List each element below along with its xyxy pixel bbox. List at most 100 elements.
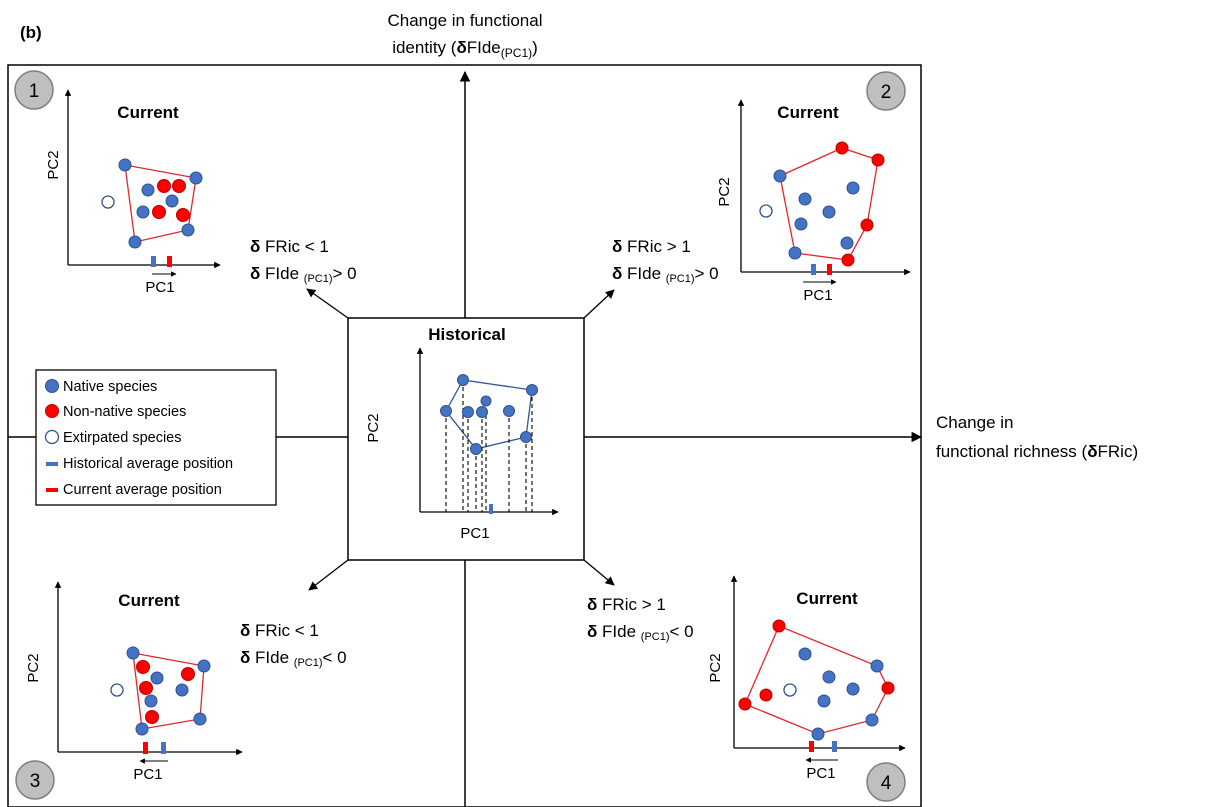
non-native-point	[860, 218, 874, 232]
quadrant-2-ylabel: PC2	[716, 177, 733, 206]
quadrant-3-ylabel: PC2	[25, 653, 42, 682]
quadrant-3-number: 3	[30, 771, 41, 792]
historical-average-marker	[161, 742, 166, 754]
native-point	[822, 205, 836, 219]
quadrant-3-title: Current	[118, 591, 180, 610]
quadrant-1-fric-text: FRic < 1	[260, 237, 329, 256]
native-point	[175, 683, 189, 697]
native-point	[840, 236, 854, 250]
quadrant-1-fide-rel: > 0	[333, 264, 357, 283]
quadrant-2-fide-rel: > 0	[695, 264, 719, 283]
quadrant-2-badge	[866, 71, 906, 111]
native-point	[865, 713, 879, 727]
legend-native-label: Native species	[63, 379, 157, 395]
quadrant-1-fric-delta: δ	[250, 237, 260, 256]
native-point	[798, 647, 812, 661]
quadrant-3-fide: δ FIde (PC1)< 0	[240, 648, 347, 669]
legend-extirpated-symbol	[44, 429, 60, 445]
native-point	[798, 192, 812, 206]
quadrant-3-fric-delta: δ	[240, 621, 250, 640]
legend-extirpated-label: Extirpated species	[63, 430, 181, 446]
native-point	[476, 406, 488, 418]
quadrant-4-number: 4	[881, 773, 892, 794]
y-axis-title-prefix: identity (	[392, 38, 457, 57]
quadrant-4-panel: 4 Current PC2 PC1 δ FRic > 1 δ FIde (PC1…	[587, 575, 906, 802]
legend-non-native-symbol	[45, 404, 59, 418]
native-point	[846, 181, 860, 195]
panel-label: (b)	[20, 23, 42, 42]
quadrant-1-badge	[14, 70, 54, 110]
historical-title: Historical	[428, 325, 505, 344]
current-average-marker	[167, 256, 172, 267]
y-axis-title-main: FIde	[467, 38, 501, 57]
quadrant-2-fide-text: FIde	[622, 264, 665, 283]
native-point	[197, 659, 211, 673]
quadrant-1-xlabel: PC1	[145, 279, 174, 296]
native-point	[794, 217, 808, 231]
quadrant-4-title: Current	[796, 589, 858, 608]
native-point	[440, 405, 452, 417]
x-axis-title-line2: functional richness (δFRic)	[936, 442, 1138, 461]
quadrant-2-number: 2	[881, 82, 892, 103]
y-axis-title-delta: δ	[456, 38, 466, 57]
native-point	[822, 670, 836, 684]
non-native-point	[145, 710, 159, 724]
quadrant-1-fide-text: FIde	[260, 264, 303, 283]
non-native-point	[152, 205, 166, 219]
quadrant-3-fide-delta: δ	[240, 648, 250, 667]
extirpated-point	[783, 683, 797, 697]
quadrant-1-fide-delta: δ	[250, 264, 260, 283]
native-point	[526, 384, 538, 396]
x-axis-title-suffix: )	[1132, 442, 1138, 461]
quadrant-2-fide-delta: δ	[612, 264, 622, 283]
quadrant-1-title: Current	[117, 103, 179, 122]
extirpated-point	[101, 195, 115, 209]
y-axis-title-line1: Change in functional	[387, 11, 542, 30]
y-axis-title-line2: identity (δFIde(PC1))	[392, 38, 538, 60]
native-point	[128, 235, 142, 249]
native-point	[520, 431, 532, 443]
native-point	[470, 443, 482, 455]
non-native-point	[871, 153, 885, 167]
historical-points	[440, 374, 538, 455]
y-axis-title-sub: (PC1)	[501, 46, 532, 60]
quadrant-3-badge	[15, 760, 55, 800]
historical-average-marker	[811, 264, 816, 275]
arrow-to-quadrant-1	[306, 288, 349, 319]
non-native-point	[157, 179, 171, 193]
historical-box	[347, 317, 585, 561]
quadrant-4-fide-delta: δ	[587, 622, 597, 641]
quadrant-3-fric-text: FRic < 1	[250, 621, 319, 640]
native-point	[480, 395, 492, 407]
native-point	[118, 158, 132, 172]
native-point	[135, 722, 149, 736]
legend-non-native-label: Non-native species	[63, 404, 186, 420]
native-point	[811, 727, 825, 741]
quadrant-2-fric-text: FRic > 1	[622, 237, 691, 256]
quadrant-4-fide-rel: < 0	[670, 622, 694, 641]
arrow-to-quadrant-3	[308, 559, 349, 591]
quadrant-4-fric: δ FRic > 1	[587, 595, 666, 614]
quadrant-4-fide: δ FIde (PC1)< 0	[587, 622, 694, 643]
native-point	[817, 694, 831, 708]
historical-xlabel: PC1	[460, 525, 489, 542]
quadrant-2-fide: δ FIde (PC1)> 0	[612, 264, 719, 285]
extirpated-point	[759, 204, 773, 218]
x-axis-title-prefix: functional richness (	[936, 442, 1088, 461]
native-point	[457, 374, 469, 386]
quadrant-1-ylabel: PC2	[45, 150, 62, 179]
quadrant-4-fric-text: FRic > 1	[597, 595, 666, 614]
quadrant-1-fide: δ FIde (PC1)> 0	[250, 264, 357, 285]
y-axis-title-suffix: )	[532, 38, 538, 57]
legend-box	[35, 369, 277, 506]
legend: Native species Non-native species Extirp…	[35, 369, 277, 506]
native-point	[788, 246, 802, 260]
quadrant-1-panel: 1 Current PC2 PC1 δ FRic < 1 δ FIde (PC1…	[14, 70, 357, 296]
native-point	[193, 712, 207, 726]
historical-average-marker	[489, 504, 493, 514]
quadrant-2-panel: 2 Current PC2 PC1 δ FRic > 1 δ FIde (PC1…	[612, 71, 911, 304]
quadrant-4-fric-delta: δ	[587, 595, 597, 614]
legend-historical-symbol	[46, 462, 58, 466]
quadrant-3-fide-text: FIde	[250, 648, 293, 667]
